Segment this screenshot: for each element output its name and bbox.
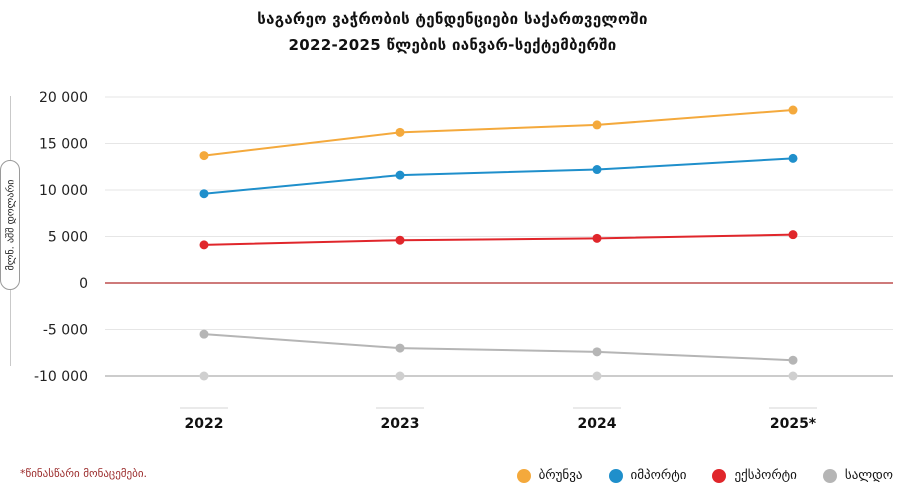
x-tick-label: 2022 [185, 416, 224, 432]
data-point [592, 233, 602, 243]
legend-label: ბრუნვა [538, 468, 583, 483]
data-point [788, 355, 798, 365]
y-tick-label: -10 000 [34, 369, 88, 385]
series-line [203, 233, 794, 246]
chart-title-line-2: 2022-2025 წლების იანვარ-სექტემბერში [288, 36, 617, 54]
data-point [199, 329, 209, 339]
x-tick-label: 2024 [578, 416, 617, 432]
data-point [592, 347, 602, 357]
legend-swatch [608, 468, 623, 483]
line-chart: 20 000 15 000 10 000 5 000 0 -5 000 -10 000 202… [34, 90, 893, 432]
series-line [203, 157, 794, 195]
legend-swatch [822, 468, 837, 483]
legend-item: სალდო [822, 468, 893, 483]
data-point [592, 165, 602, 175]
legend-label: სალდო [844, 468, 893, 483]
series-line [203, 333, 794, 362]
data-point [395, 235, 405, 245]
legend-item: იმპორტი [608, 468, 687, 483]
y-tick-label: 15 000 [39, 137, 88, 153]
legend: ბრუნვა იმპორტი ექსპორტი სალდო [491, 468, 893, 483]
baseline-marker [788, 371, 798, 381]
series-line [203, 109, 794, 157]
legend-item: ბრუნვა [516, 468, 583, 483]
chart-title-line-1: საგარეო ვაჭრობის ტენდენციები საქართველოშ… [257, 10, 648, 28]
legend-label: ექსპორტი [734, 468, 797, 483]
data-point [199, 189, 209, 199]
x-tick-label: 2023 [381, 416, 420, 432]
x-tick-label: 2025* [770, 416, 817, 432]
legend-swatch [516, 468, 531, 483]
baseline-marker [592, 371, 602, 381]
data-point [199, 151, 209, 161]
y-axis-label-container: მლნ. აშშ დოლარი [0, 96, 22, 366]
chart-title: საგარეო ვაჭრობის ტენდენციები საქართველოშ… [0, 6, 905, 58]
data-point [199, 240, 209, 250]
legend-label: იმპორტი [630, 468, 687, 483]
data-point [395, 127, 405, 137]
data-point [788, 153, 798, 163]
data-point [788, 230, 798, 240]
data-point [592, 120, 602, 130]
baseline-marker [199, 371, 209, 381]
data-point [788, 105, 798, 115]
legend-item: ექსპორტი [712, 468, 797, 483]
y-tick-label: 20 000 [39, 90, 88, 106]
footnote: *წინასწარი მონაცემები. [20, 467, 148, 480]
y-tick-label: -5 000 [43, 323, 88, 339]
legend-swatch [712, 468, 727, 483]
data-point [395, 343, 405, 353]
y-tick-label: 10 000 [39, 183, 88, 199]
y-axis-label-pill [0, 160, 20, 290]
y-tick-label: 0 [79, 276, 88, 292]
y-tick-label: 5 000 [48, 230, 88, 246]
baseline-marker [395, 371, 405, 381]
data-point [395, 170, 405, 180]
